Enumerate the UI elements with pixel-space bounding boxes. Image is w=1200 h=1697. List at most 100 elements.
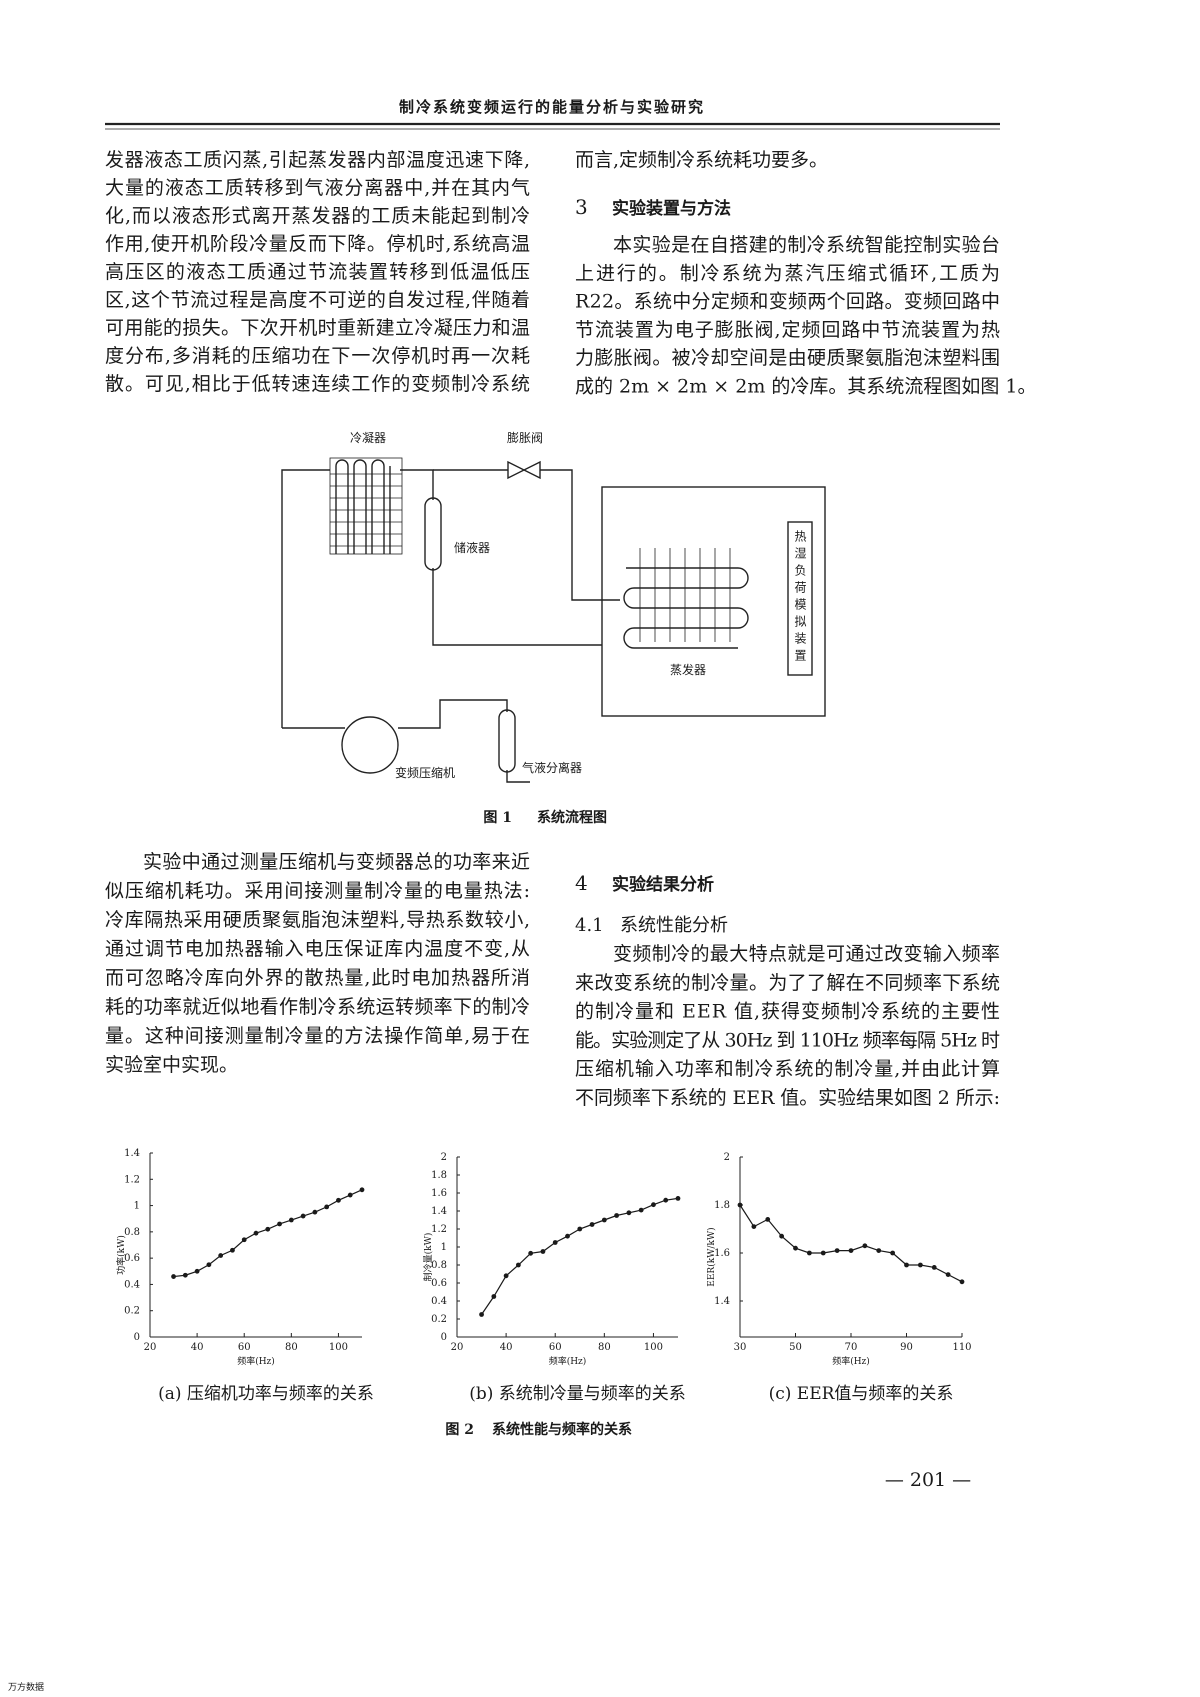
body-text-line: 能。实验测定了从 30Hz 到 110Hz 频率每隔 5Hz 时 xyxy=(575,1029,1000,1051)
body-text-line: 作用,使开机阶段冷量反而下降。停机时,系统高温 xyxy=(105,233,530,255)
cold-room xyxy=(601,486,826,717)
pipe xyxy=(540,469,602,601)
body-text-line: 可用能的损失。下次开机时重新建立冷凝压力和温 xyxy=(105,317,530,339)
y-axis-title: 功率(kW) xyxy=(115,1235,127,1275)
subsection-number: 4.1 xyxy=(575,915,604,936)
body-text-line: 而言,定频制冷系统耗功要多。 xyxy=(575,149,828,171)
data-point xyxy=(765,1217,771,1222)
data-point xyxy=(945,1272,951,1277)
y-axis-title: EER(kW/kW) xyxy=(706,1227,717,1286)
chart-caption: (b) 系统制冷量与频率的关系 xyxy=(469,1384,686,1404)
body-text-line: 实验室中实现。 xyxy=(105,1054,238,1076)
condenser-coil xyxy=(329,457,403,555)
data-point xyxy=(638,1207,644,1213)
data-point xyxy=(848,1248,854,1253)
body-text-line: 似压缩机耗功。采用间接测量制冷量的电量热法: xyxy=(105,880,530,902)
x-tick-label: 90 xyxy=(900,1342,913,1353)
data-point xyxy=(206,1262,212,1268)
x-tick-label: 50 xyxy=(789,1342,802,1353)
y-tick-label: 0.8 xyxy=(431,1260,447,1271)
x-tick-label: 60 xyxy=(238,1342,251,1353)
body-text-line: 高压区的液态工质通过节流装置转移到低温低压 xyxy=(105,261,530,283)
data-point xyxy=(300,1213,306,1219)
data-point xyxy=(904,1262,909,1268)
data-point xyxy=(793,1245,798,1251)
y-tick-label: 1.4 xyxy=(714,1296,730,1307)
y-tick-label: 1.6 xyxy=(431,1188,447,1199)
data-line xyxy=(739,1204,963,1283)
body-text-line: 本实验是在自搭建的制冷系统智能控制实验台 xyxy=(613,234,1000,256)
evaporator-coil xyxy=(602,548,749,649)
data-point xyxy=(552,1240,558,1245)
body-text-line: 实验中通过测量压缩机与变频器总的功率来近 xyxy=(143,851,530,873)
data-point xyxy=(324,1204,330,1210)
y-tick-label: 0 xyxy=(134,1332,140,1343)
y-tick-label: 0 xyxy=(441,1332,447,1343)
load-box xyxy=(787,521,813,676)
body-text-line: 散。可见,相比于低转速连续工作的变频制冷系统 xyxy=(105,373,530,395)
body-text-line: 成的 2m × 2m × 2m 的冷库。其系统流程图如图 1。 xyxy=(575,376,1037,398)
chart-caption: (c) EER值与频率的关系 xyxy=(769,1384,954,1404)
data-point xyxy=(230,1247,235,1253)
body-text-line: 不同频率下系统的 EER 值。实验结果如图 2 所示: xyxy=(575,1087,1000,1109)
y-tick-label: 0.2 xyxy=(124,1306,140,1317)
flow-diagram xyxy=(281,457,826,783)
data-point xyxy=(312,1209,318,1215)
y-tick-label: 2 xyxy=(441,1152,447,1163)
data-point xyxy=(876,1248,882,1253)
x-tick-label: 100 xyxy=(644,1342,663,1353)
data-point xyxy=(194,1268,200,1274)
data-point xyxy=(253,1230,259,1236)
x-tick-label: 20 xyxy=(451,1342,464,1353)
data-point xyxy=(182,1272,188,1278)
x-tick-label: 110 xyxy=(952,1342,971,1353)
y-tick-label: 1.4 xyxy=(124,1148,140,1159)
x-tick-label: 40 xyxy=(500,1342,513,1353)
y-tick-label: 0.2 xyxy=(431,1314,447,1325)
data-point xyxy=(565,1233,570,1239)
body-text-line: 度分布,多消耗的压缩功在下一次停机时再一次耗 xyxy=(105,345,530,367)
receiver xyxy=(424,497,442,571)
body-text-line: 冷库隔热采用硬质聚氨脂泡沫塑料,导热系数较小, xyxy=(105,909,530,931)
pipe xyxy=(281,469,330,728)
data-point xyxy=(265,1226,271,1232)
body-text-line: 通过调节电加热器输入电压保证库内温度不变,从 xyxy=(105,938,530,960)
data-point xyxy=(515,1262,521,1268)
figure-caption: 系统性能与频率的关系 xyxy=(492,1421,632,1438)
data-point xyxy=(751,1224,757,1229)
data-point xyxy=(663,1197,669,1203)
y-tick-label: 0.4 xyxy=(431,1296,447,1307)
body-text-line: 大量的液态工质转移到气液分离器中,并在其内气 xyxy=(105,177,530,199)
body-text-line: 来改变系统的制冷量。为了了解在不同频率下系统 xyxy=(575,972,1000,994)
data-point xyxy=(347,1192,353,1198)
expansion-valve xyxy=(507,460,541,480)
data-point xyxy=(589,1222,595,1227)
data-point xyxy=(171,1274,176,1279)
pipe xyxy=(432,568,602,646)
body-text-line: 变频制冷的最大特点就是可通过改变输入频率 xyxy=(613,943,1000,965)
body-text-line: 化,而以液态形式离开蒸发器的工质未能起到制冷 xyxy=(105,205,530,227)
y-tick-label: 0.4 xyxy=(124,1279,140,1290)
data-point xyxy=(577,1226,583,1232)
figure-caption: 系统流程图 xyxy=(537,809,607,826)
diagram-label: 变频压缩机 xyxy=(395,765,455,780)
body-text-line: 压缩机输入功率和制冷系统的制冷量,并由此计算 xyxy=(575,1058,1000,1080)
diagram-label: 蒸发器 xyxy=(670,662,706,677)
chart: 0 0.2 0.4 0.6 0.8 1 1.2 1.4 1.6 1.8 2 20 40 60 80 100 频率… xyxy=(422,1152,686,1404)
chart-caption: (a) 压缩机功率与频率的关系 xyxy=(158,1384,374,1404)
body-text-line: 上进行的。制冷系统为蒸汽压缩式循环,工质为 xyxy=(575,262,1000,284)
page-number: — 201 — xyxy=(885,1469,971,1491)
chart: 1.4 1.6 1.8 2 30 50 70 90 110 频率(Hz) EER(kW/kW) (c)… xyxy=(706,1152,972,1404)
section-title: 实验结果分析 xyxy=(612,874,714,895)
data-point xyxy=(917,1262,923,1268)
y-tick-label: 0.8 xyxy=(124,1227,140,1238)
pipe xyxy=(506,770,530,783)
data-point xyxy=(359,1187,365,1193)
diagram-label: 冷凝器 xyxy=(350,430,386,445)
data-point xyxy=(890,1250,896,1256)
data-point xyxy=(218,1253,224,1258)
diagram-label: 储液器 xyxy=(454,540,490,555)
x-axis-title: 频率(Hz) xyxy=(237,1355,275,1367)
section-number: 3 xyxy=(575,195,588,219)
